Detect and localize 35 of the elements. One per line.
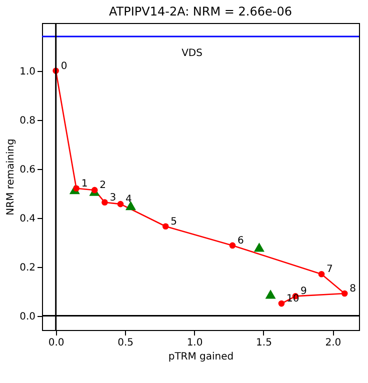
point	[254, 242, 264, 252]
point	[117, 200, 124, 208]
point	[341, 290, 348, 297]
point	[265, 290, 276, 299]
point	[125, 200, 136, 210]
x-tick-label: 1.0	[186, 338, 203, 348]
annotation: 9	[300, 286, 307, 298]
x-tick-label: 1.5	[256, 338, 272, 348]
y-tick-label: 0.0	[20, 311, 36, 322]
annotation: 2	[100, 180, 106, 192]
x-tick-label: 2.0	[325, 338, 342, 348]
annotation: 8	[350, 283, 356, 294]
point	[229, 242, 236, 249]
point	[318, 270, 325, 278]
y-tick-label: 0.2	[20, 262, 36, 274]
x-tick-label: 0.5	[118, 338, 134, 348]
y-axis-title: NRM remaining	[6, 138, 17, 216]
y-tick-label: 1.0	[20, 66, 36, 78]
chart-title: ATPIPV14-2A: NRM = 2.66e-06	[109, 4, 292, 18]
y-tick-label: 0.4	[20, 213, 36, 224]
x-axis-title: pTRM gained	[168, 352, 234, 362]
x-tick-label: 0.0	[48, 338, 64, 348]
annotation: 1	[81, 178, 88, 190]
point	[162, 223, 169, 230]
y-tick-label: 0.6	[20, 164, 36, 176]
point	[102, 199, 108, 206]
annotation: 5	[170, 216, 177, 228]
annotation: 6	[237, 235, 244, 246]
annotation: 4	[125, 194, 132, 206]
annotation: VDS	[182, 48, 202, 59]
annotation: 3	[110, 192, 116, 204]
annotation: 7	[326, 264, 333, 276]
y-tick-label: 0.8	[20, 115, 36, 126]
annotation: 0	[60, 60, 68, 72]
point	[278, 300, 285, 307]
